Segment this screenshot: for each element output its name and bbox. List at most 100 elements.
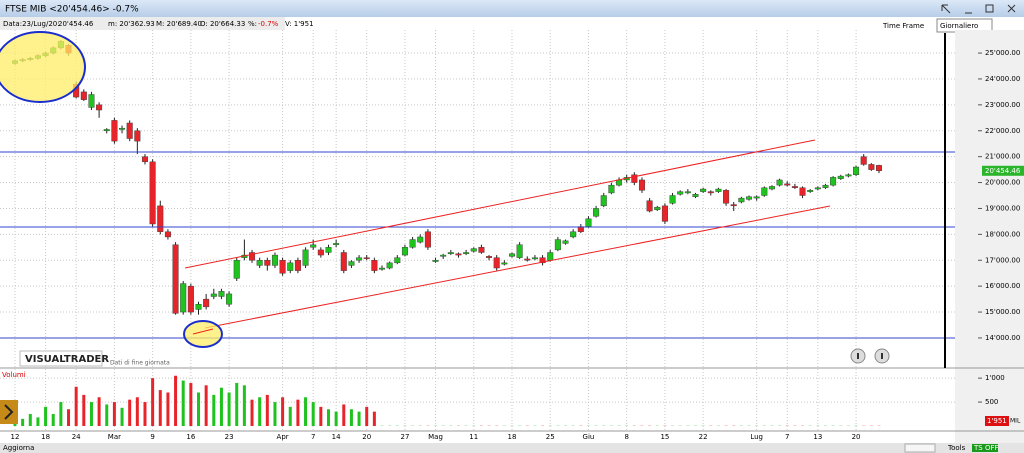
candle-body [218,291,225,297]
status-bar [0,443,1024,453]
last-price-box [982,165,1024,176]
volume-bar [288,406,292,426]
candle-body [493,257,500,269]
candle-body [424,231,431,248]
last-price-label: 20'454.46 [985,167,1021,175]
volume-bar [67,409,71,426]
candle-body [463,252,470,254]
scroll-handle[interactable] [0,400,18,424]
refresh-button[interactable]: Aggiorna [3,444,34,452]
x-tick-label: 13 [813,433,822,441]
x-tick-label: Lug [750,433,763,441]
candle-body [279,260,286,274]
candle-body [302,249,309,266]
ts-status: TS OFF [973,444,999,452]
candle-body [516,244,523,258]
y-tick-label: 25'000.00 [985,49,1020,57]
x-tick-label: 24 [72,433,81,441]
volume-bar [219,387,223,426]
candle-body [294,260,301,271]
candle-body [226,293,233,305]
info-close: 20'454.46 [58,20,94,28]
x-tick-label: 20 [362,433,371,441]
volume-bar [242,385,246,426]
candle-body [157,205,164,232]
candle-body [470,248,477,252]
volume-bar [197,392,201,426]
info-bar [0,17,285,30]
volume-bar [258,397,262,426]
x-tick-label: 12 [11,433,20,441]
pin-button[interactable] [941,4,951,14]
info-low: m: 20'362.93 [108,20,155,28]
candle-body [172,244,179,314]
candle-body [539,257,546,264]
candle-body [80,91,87,100]
volume-bar [342,404,346,426]
plot: 14'000.00 15'000.00 16'000.00 17'000.00 18'0… [0,30,1024,441]
tools-button[interactable]: Tools [947,444,966,452]
volume-unit: MIL [1010,418,1021,425]
volume-bar [304,397,308,426]
candle-body [203,298,210,308]
window-title: FTSE MIB <20'454.46> -0.7% [5,5,139,15]
candle-body [837,175,844,179]
close-button[interactable] [1007,4,1016,13]
x-tick-label: 23 [225,433,234,441]
volume-bar [174,375,178,426]
candle-body [379,267,386,270]
y-tick-label: 21'000.00 [985,153,1020,161]
y-tick-label: 1'000 [985,374,1005,382]
maximize-button[interactable] [985,4,994,13]
candle-body [134,130,141,142]
volume-bar [181,380,185,426]
y-tick-label: 16'000.00 [985,282,1020,290]
candle-body [738,197,745,203]
volume-last: 1'951 [987,417,1007,425]
info-date: Data:23/Lug/20: [3,20,60,28]
candle-body [333,243,340,245]
highlight-ellipse [0,31,86,103]
volume-bar [212,394,216,426]
volume-bar [36,417,40,426]
candle-body [287,262,294,271]
candle-body [486,256,493,258]
volume-bar [334,411,338,426]
candle-body [317,249,324,256]
candle-body [853,166,860,175]
ts-box[interactable] [972,444,998,452]
info-icons[interactable] [850,348,890,364]
y-tick-label: 18'000.00 [985,230,1020,238]
candle-body [348,261,355,266]
channel-upper [184,139,816,269]
candle-body [600,195,607,207]
candle-body [432,260,439,262]
window-buttons[interactable] [941,4,1016,14]
volume-bar [349,409,353,426]
candle-body [210,293,217,297]
volume-bar [89,402,93,426]
watermark-note: Dati di fine giornata [110,360,170,367]
x-tick-label: 15 [660,433,669,441]
x-tick-label: 16 [186,433,195,441]
volume-bar [189,382,193,426]
candle-body [371,260,378,271]
time-frame-label: Time Frame [882,22,924,30]
y-tick-label: 19'000.00 [985,204,1020,212]
candle-body [585,218,592,227]
volume-bar [235,382,239,426]
candle-body [409,239,416,248]
volume-bar [166,392,170,426]
highlight-ellipse [183,320,223,348]
candle-body [784,183,791,186]
volume-bar [204,385,208,426]
y-tick-label: 500 [985,398,998,406]
candle-body [669,195,676,204]
candle-body [868,164,875,170]
volume-bar [143,402,147,426]
status-field [904,443,936,453]
x-tick-label: 25 [546,433,555,441]
candle-body [508,253,515,257]
volume-bar [273,402,277,426]
candle-body [394,257,401,264]
